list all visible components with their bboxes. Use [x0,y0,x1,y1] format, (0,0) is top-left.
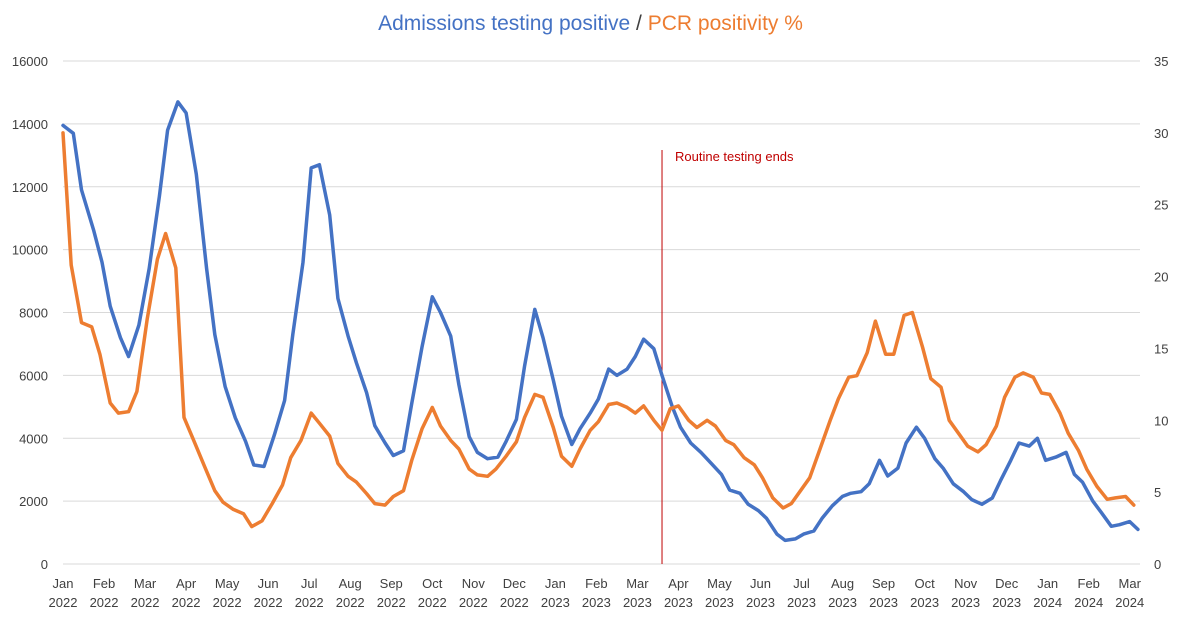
chart-title-admissions: Admissions testing positive [378,12,631,35]
x-tick-label-year: 2022 [418,595,447,610]
y-right-tick-label: 20 [1154,270,1168,285]
y-right-tick-label: 0 [1154,557,1161,572]
y-left-tick-label: 2000 [19,494,48,509]
x-tick-label-year: 2023 [582,595,611,610]
y-left-tick-label: 14000 [12,117,48,132]
x-tick-label-month: May [707,576,732,591]
x-tick-label-month: Jan [53,576,74,591]
x-tick-label-month: Dec [503,576,527,591]
chart-title: Admissions testing positive / PCR positi… [0,12,1181,36]
x-tick-label-year: 2022 [459,595,488,610]
x-tick-label-year: 2022 [90,595,119,610]
x-tick-label-year: 2022 [172,595,201,610]
x-tick-label-month: Mar [134,576,157,591]
x-tick-label-month: Mar [1119,576,1142,591]
x-tick-label-month: Apr [668,576,689,591]
x-tick-label-month: Jun [750,576,771,591]
x-tick-label-month: May [215,576,240,591]
x-tick-label-month: Feb [93,576,115,591]
x-tick-label-year: 2022 [295,595,324,610]
x-tick-label-year: 2023 [787,595,816,610]
x-tick-label-year: 2023 [910,595,939,610]
y-right-tick-label: 35 [1154,54,1168,69]
x-tick-label-month: Oct [422,576,443,591]
x-tick-label-year: 2023 [746,595,775,610]
x-tick-label-month: Feb [585,576,607,591]
x-tick-label-month: Oct [914,576,935,591]
x-tick-label-year: 2022 [131,595,160,610]
x-tick-label-month: Nov [462,576,486,591]
x-tick-label-year: 2022 [254,595,283,610]
x-tick-label-year: 2023 [623,595,652,610]
chart-title-separator: / [630,12,648,35]
series-line-admissions [61,100,1140,543]
x-tick-label-month: Sep [872,576,895,591]
x-tick-label-year: 2023 [869,595,898,610]
x-tick-label-month: Aug [831,576,854,591]
y-right-tick-label: 5 [1154,485,1161,500]
x-tick-label-year: 2023 [541,595,570,610]
x-tick-label-month: Feb [1078,576,1100,591]
x-tick-label-month: Mar [626,576,649,591]
y-right-tick-label: 25 [1154,198,1168,213]
y-left-tick-label: 12000 [12,180,48,195]
x-tick-label-year: 2022 [49,595,78,610]
y-left-tick-label: 16000 [12,54,48,69]
x-tick-label-year: 2024 [1074,595,1103,610]
x-tick-label-year: 2022 [377,595,406,610]
x-tick-label-month: Nov [954,576,978,591]
x-tick-label-month: Sep [380,576,403,591]
series-line-pcr [61,131,1136,529]
x-tick-label-year: 2024 [1115,595,1144,610]
y-left-tick-label: 8000 [19,306,48,321]
x-tick-label-year: 2022 [213,595,242,610]
x-tick-label-month: Apr [176,576,197,591]
x-tick-label-month: Jan [545,576,566,591]
x-tick-label-month: Jun [258,576,279,591]
y-left-tick-label: 10000 [12,243,48,258]
x-tick-label-month: Aug [339,576,362,591]
y-left-tick-label: 0 [41,557,48,572]
x-tick-label-month: Dec [995,576,1019,591]
x-tick-label-year: 2023 [951,595,980,610]
y-left-tick-label: 4000 [19,431,48,446]
chart-title-pcr: PCR positivity % [647,12,803,35]
x-tick-label-year: 2024 [1033,595,1062,610]
x-tick-label-year: 2023 [828,595,857,610]
y-right-tick-label: 10 [1154,413,1168,428]
x-tick-label-month: Jan [1037,576,1058,591]
y-left-tick-label: 6000 [19,368,48,383]
x-tick-label-year: 2023 [664,595,693,610]
x-tick-label-month: Jul [301,576,318,591]
x-tick-label-year: 2022 [336,595,365,610]
annotation-label: Routine testing ends [675,149,794,164]
x-tick-label-year: 2022 [500,595,529,610]
x-tick-label-year: 2023 [992,595,1021,610]
y-right-tick-label: 15 [1154,341,1168,356]
y-right-tick-label: 30 [1154,126,1168,141]
x-tick-label-year: 2023 [705,595,734,610]
x-tick-label-month: Jul [793,576,810,591]
